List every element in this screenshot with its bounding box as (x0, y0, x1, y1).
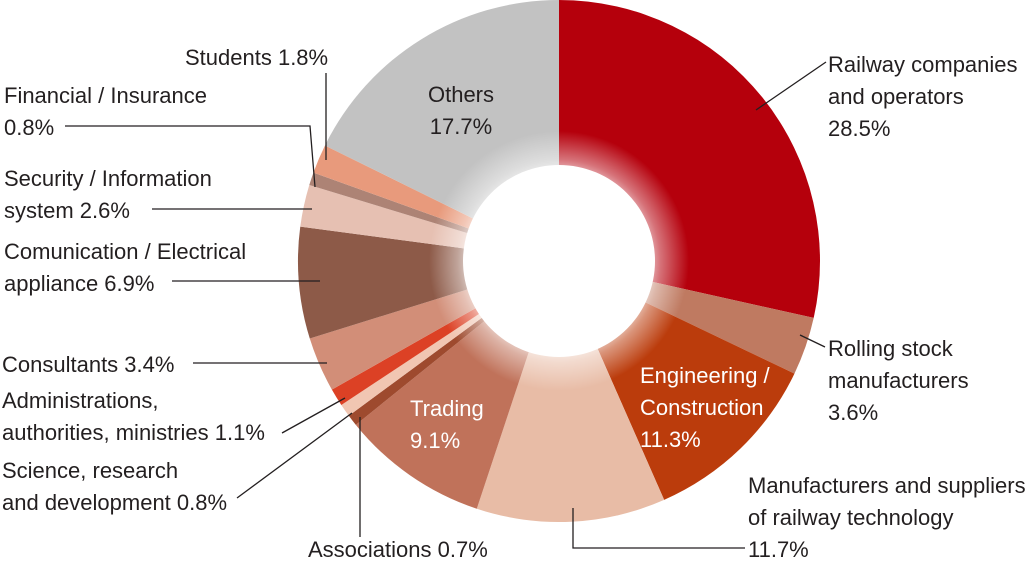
label-line: Construction (640, 395, 764, 420)
label-line: 0.8% (4, 115, 54, 140)
label-security-information-system: Security / Information system 2.6% (4, 166, 212, 223)
label-line: of railway technology (748, 505, 953, 530)
label-line: Others (428, 82, 494, 107)
label-students: Students 1.8% (185, 45, 328, 70)
label-line: Security / Information (4, 166, 212, 191)
label-line: 9.1% (410, 428, 460, 453)
label-line: Financial / Insurance (4, 83, 207, 108)
label-line: 3.6% (828, 400, 878, 425)
label-line: Consultants 3.4% (2, 352, 174, 377)
label-line: system 2.6% (4, 198, 130, 223)
label-line: Administrations, (2, 388, 159, 413)
label-manufacturers-and-suppliers-of-railway-technology: Manufacturers and suppliers of railway te… (748, 473, 1026, 562)
leader-science-research-and-development (236, 412, 353, 499)
leader-railway-companies-and-operators (755, 61, 827, 111)
label-others: Others 17.7% (428, 82, 494, 139)
label-line: and operators (828, 84, 964, 109)
label-financial-insurance: Financial / Insurance 0.8% (4, 83, 207, 140)
label-line: authorities, ministries 1.1% (2, 420, 265, 445)
label-line: Comunication / Electrical (4, 239, 246, 264)
slice-manufacturers-and-suppliers-of-railway-technology (476, 261, 665, 522)
label-line: Engineering / (640, 363, 771, 388)
label-line: 11.7% (748, 537, 809, 562)
label-administrations-authorities-ministries: Administrations, authorities, ministries … (2, 388, 265, 445)
label-engineering-construction: Engineering / Construction 11.3% (640, 363, 771, 452)
slice-labels: Railway companies and operators 28.5% Rolli… (2, 45, 1026, 562)
label-line: manufacturers (828, 368, 969, 393)
label-trading: Trading 9.1% (410, 396, 484, 453)
leader-lines (65, 61, 827, 549)
label-line: Science, research (2, 458, 178, 483)
label-line: and development 0.8% (2, 490, 227, 515)
label-rolling-stock-manufacturers: Rolling stock manufacturers 3.6% (828, 336, 969, 425)
label-line: 28.5% (828, 116, 890, 141)
label-line: 17.7% (430, 114, 492, 139)
label-railway-companies-and-operators: Railway companies and operators 28.5% (828, 52, 1018, 141)
label-line: appliance 6.9% (4, 271, 154, 296)
donut-hole (463, 165, 655, 357)
leader-financial-insurance (65, 125, 316, 188)
label-line: Students 1.8% (185, 45, 328, 70)
label-associations: Associations 0.7% (308, 537, 488, 562)
label-line: Manufacturers and suppliers (748, 473, 1026, 498)
leader-rolling-stock-manufacturers (799, 334, 826, 348)
label-consultants: Consultants 3.4% (2, 352, 174, 377)
leader-manufacturers-and-suppliers-of-railway-technology (572, 508, 745, 549)
label-line: Associations 0.7% (308, 537, 488, 562)
label-line: Rolling stock (828, 336, 954, 361)
label-line: Railway companies (828, 52, 1018, 77)
leader-administrations-authorities-ministries (281, 397, 346, 434)
label-line: 11.3% (640, 427, 701, 452)
label-line: Trading (410, 396, 484, 421)
label-science-research-and-development: Science, research and development 0.8% (2, 458, 227, 515)
label-comunication-electrical-appliance: Comunication / Electrical appliance 6.9% (4, 239, 246, 296)
